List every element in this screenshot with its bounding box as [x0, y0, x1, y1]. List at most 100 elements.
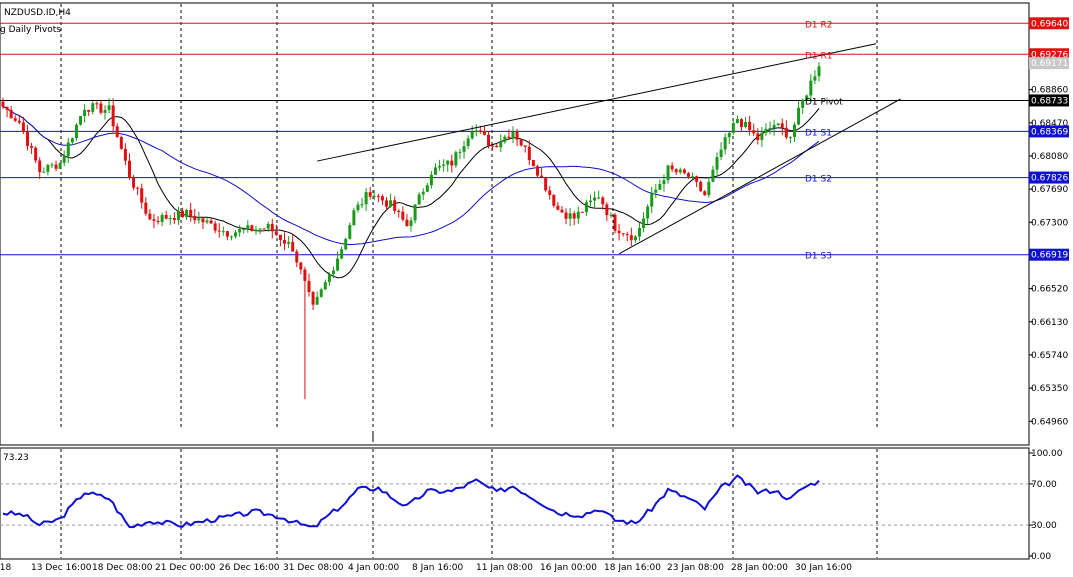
time-axis-label: 8 Jan 16:00 — [412, 563, 464, 573]
candle-body — [217, 230, 221, 232]
pivot-lines — [0, 22, 1029, 256]
candle-body — [38, 160, 42, 173]
time-axis-label: 11 Jan 08:00 — [476, 563, 533, 573]
candle-body — [295, 251, 299, 263]
candle-body — [311, 292, 315, 305]
candle-body — [307, 280, 311, 293]
candle-body — [560, 209, 564, 213]
candle-body — [433, 167, 437, 175]
candle-body — [5, 106, 9, 110]
candle-body — [462, 146, 466, 152]
candle-body — [458, 151, 462, 153]
candle-body — [678, 169, 682, 173]
candle-body — [250, 225, 254, 232]
rsi-panel: 100.00 70.00 30.00 0.00 — [0, 449, 1063, 562]
price-tick-label: 0.69276 — [1031, 50, 1068, 60]
candle-body — [511, 131, 515, 138]
candle-body — [201, 218, 205, 223]
candle-body — [650, 192, 654, 207]
pivot-label: D1 S3 — [805, 252, 832, 262]
candle-body — [213, 223, 217, 231]
price-tag-box — [1029, 171, 1069, 184]
candle-body — [531, 160, 535, 167]
candle-body — [658, 183, 662, 190]
price-tick-label: 0.65350 — [1031, 384, 1068, 394]
candle-body — [556, 205, 560, 210]
candle-body — [589, 200, 593, 203]
trendline[interactable] — [618, 98, 901, 255]
candle-body — [144, 202, 148, 214]
candle-body — [189, 209, 193, 216]
candle-body — [760, 132, 764, 141]
price-tick-label: 0.67300 — [1031, 218, 1068, 228]
candle-body — [25, 131, 29, 146]
candle-body — [376, 195, 380, 197]
candle-body — [136, 187, 140, 189]
candle-body — [425, 185, 429, 192]
candle-body — [446, 160, 450, 165]
candle-body — [119, 137, 123, 149]
candle-body — [450, 160, 454, 166]
candle-body — [140, 188, 144, 203]
pivot-label: D1 S1 — [805, 128, 832, 138]
candle-body — [17, 120, 21, 123]
candle-body — [409, 220, 413, 227]
candle-body — [540, 175, 544, 178]
ma-slow-line — [2, 106, 820, 246]
trendline[interactable] — [317, 43, 877, 162]
candle-body — [193, 215, 197, 221]
candle-body — [50, 164, 54, 166]
time-axis-label: 30 Jan 16:00 — [795, 563, 852, 573]
candle-body — [527, 146, 531, 161]
candle-body — [70, 138, 74, 143]
candle-body — [519, 139, 523, 146]
price-tag-box — [1029, 248, 1069, 261]
candle-body — [258, 228, 262, 230]
price-tag-box — [1029, 125, 1069, 138]
candle-body — [238, 229, 242, 233]
candle-body — [99, 103, 103, 113]
candle-body — [385, 200, 389, 207]
candle-body — [323, 282, 327, 290]
candle-body — [172, 217, 176, 221]
candle-body — [772, 125, 776, 129]
candle-body — [185, 209, 189, 218]
candle-body — [703, 191, 707, 196]
candle-body — [168, 217, 172, 219]
rsi-scale-label: 100.00 — [1031, 449, 1063, 459]
candle-body — [413, 204, 417, 221]
candle-body — [91, 103, 95, 112]
candle-body — [283, 240, 287, 244]
price-tick-label: 0.66520 — [1031, 285, 1068, 295]
candle-body — [9, 109, 13, 119]
time-axis-label: 4 Jan 00:00 — [348, 563, 400, 573]
candle-body — [344, 238, 348, 250]
indicator-label: g Daily Pivots — [0, 25, 61, 35]
pivot-labels: D1 R2 D1 R1 D1 Pivot D1 S1 D1 S2 D1 S3 — [805, 20, 843, 261]
candle-body — [564, 212, 568, 219]
candle-body — [229, 236, 233, 238]
candle-body — [629, 235, 633, 241]
candle-body — [319, 289, 323, 297]
candle-body — [691, 176, 695, 178]
candle-body — [731, 123, 735, 133]
time-axis-label: 16 Jan 00:00 — [540, 563, 597, 573]
candle-body — [340, 249, 344, 259]
candle-body — [682, 169, 686, 174]
candle-body — [495, 145, 499, 148]
candle-body — [152, 219, 156, 221]
candle-body — [83, 109, 87, 117]
time-axis-label: 21 Dec 00:00 — [155, 563, 216, 573]
candle-body — [364, 192, 368, 205]
candle-body — [30, 145, 34, 148]
trendlines[interactable] — [317, 43, 901, 255]
candle-body — [221, 231, 225, 233]
rsi-scale-label: 0.00 — [1031, 552, 1051, 562]
candle-body — [715, 157, 719, 170]
candle-body — [621, 233, 625, 235]
candle-body — [723, 137, 727, 150]
candle-body — [670, 165, 674, 170]
